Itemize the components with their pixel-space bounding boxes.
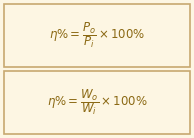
Text: $\eta\% = \dfrac{P_o}{P_i} \times 100\%$: $\eta\% = \dfrac{P_o}{P_i} \times 100\%$ [49,21,145,51]
FancyBboxPatch shape [4,71,190,134]
FancyBboxPatch shape [4,4,190,67]
Text: $\eta\% = \dfrac{W_o}{W_i} \times 100\%$: $\eta\% = \dfrac{W_o}{W_i} \times 100\%$ [47,87,147,117]
